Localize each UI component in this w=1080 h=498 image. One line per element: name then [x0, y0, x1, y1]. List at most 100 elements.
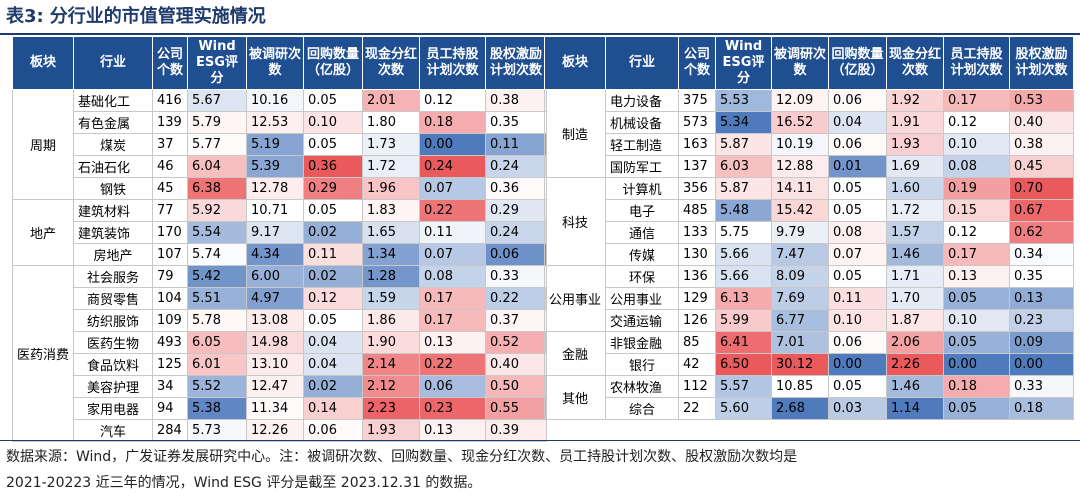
esg-score-cell: 5.99 [715, 309, 773, 332]
dividend-count-cell: 1.59 [362, 287, 421, 310]
dividend-count-cell: 1.57 [886, 221, 945, 244]
table-row: 医药消费 社会服务 79 5.42 6.00 0.02 1.28 0.08 0.33 [11, 265, 548, 442]
company-count-cell: 34 [152, 375, 189, 398]
header-row: 板块 行业 公司个数 Wind ESG评分 被调研次数 回购数量（亿股） 现金分红次数 员工持… [11, 36, 548, 90]
table-row: 国防军工 137 6.03 12.88 0.01 1.69 0.08 0.45 [545, 155, 1075, 178]
esg-score-cell: 5.66 [715, 243, 773, 266]
incentive-count-cell: 0.36 [485, 177, 548, 200]
table-row: 有色金属 139 5.79 12.53 0.10 1.80 0.18 0.35 [13, 111, 548, 134]
esg-score-cell: 6.41 [715, 331, 773, 354]
industry-cell: 家用电器 [73, 397, 154, 420]
buyback-amount-cell: 0.00 [828, 353, 888, 376]
dividend-count-cell: 1.90 [362, 331, 421, 354]
esop-count-cell: 0.22 [419, 353, 487, 376]
industry-cell: 环保 [605, 265, 680, 288]
table-row: 公用事业 环保 136 5.66 8.09 0.05 1.71 0.13 0.35 [543, 265, 1075, 332]
esg-score-cell: 5.92 [187, 199, 248, 222]
table-row: 食品饮料 125 6.01 13.10 0.04 2.14 0.22 0.40 [13, 353, 548, 376]
esop-count-cell: 0.07 [419, 243, 487, 266]
esop-count-cell: 0.18 [419, 111, 487, 134]
table-row: 轻工制造 163 5.87 10.19 0.06 1.93 0.10 0.38 [545, 133, 1075, 156]
footnote-rule [0, 440, 1080, 441]
industry-cell: 电力设备 [605, 89, 680, 112]
esop-count-cell: 0.23 [419, 397, 487, 420]
dividend-count-cell: 1.72 [362, 155, 421, 178]
research-count-cell: 6.00 [246, 265, 305, 288]
dividend-count-cell: 2.26 [886, 353, 945, 376]
esop-count-cell: 0.13 [419, 419, 487, 442]
column-header-esop-count: 员工持股计划次数 [419, 36, 487, 90]
esg-score-cell: 6.03 [715, 155, 773, 178]
esg-score-cell: 5.42 [187, 265, 248, 288]
esop-count-cell: 0.22 [419, 199, 487, 222]
table-row: 商贸零售 104 5.51 4.97 0.12 1.59 0.17 0.22 [13, 287, 548, 310]
incentive-count-cell: 0.52 [485, 331, 548, 354]
industry-cell: 社会服务 [73, 265, 154, 288]
incentive-count-cell: 0.35 [485, 111, 548, 134]
column-header-sector: 板块 [543, 36, 607, 90]
dividend-count-cell: 1.80 [362, 111, 421, 134]
industry-cell: 公用事业 [605, 287, 680, 310]
table-title-label: 表3: [6, 6, 44, 27]
incentive-count-cell: 0.40 [1009, 111, 1075, 134]
buyback-amount-cell: 0.05 [828, 177, 888, 200]
esop-count-cell: 0.10 [943, 133, 1011, 156]
incentive-count-cell: 0.33 [485, 265, 548, 288]
incentive-count-cell: 0.22 [485, 287, 548, 310]
column-header-company-count: 公司个数 [152, 36, 189, 90]
buyback-amount-cell: 0.05 [828, 265, 888, 288]
footnote-line-2: 2021-20223 近三年的情况，Wind ESG 评分是截至 2023.12… [6, 475, 482, 491]
buyback-amount-cell: 0.08 [828, 221, 888, 244]
research-count-cell: 12.53 [246, 111, 305, 134]
industry-cell: 纺织服饰 [73, 309, 154, 332]
research-count-cell: 12.26 [246, 419, 305, 442]
sector-cell: 医药消费 [11, 265, 75, 442]
company-count-cell: 22 [678, 397, 717, 420]
footnote-line-1: 数据来源：Wind，广发证券发展研究中心。注：被调研次数、回购数量、现金分红次数… [6, 449, 798, 465]
incentive-count-cell: 0.38 [1009, 133, 1075, 156]
esg-score-cell: 6.13 [715, 287, 773, 310]
research-count-cell: 15.42 [771, 199, 830, 222]
buyback-amount-cell: 0.06 [828, 89, 888, 112]
incentive-count-cell: 0.39 [485, 419, 548, 442]
table-row: 通信 133 5.75 9.79 0.08 1.57 0.12 0.62 [545, 221, 1075, 244]
incentive-count-cell: 0.37 [485, 309, 548, 332]
sector-cell: 制造 [543, 89, 607, 178]
incentive-count-cell: 0.35 [1009, 265, 1075, 288]
incentive-count-cell: 0.62 [1009, 221, 1075, 244]
research-count-cell: 12.09 [771, 89, 830, 112]
table-row: 其他 农林牧渔 112 5.57 10.85 0.05 1.46 0.18 0.33 [543, 375, 1075, 420]
dividend-count-cell: 1.83 [362, 199, 421, 222]
column-header-dividend-count: 现金分红次数 [886, 36, 945, 90]
incentive-count-cell: 0.23 [1009, 309, 1075, 332]
esg-score-cell: 5.48 [715, 199, 773, 222]
industry-cell: 机械设备 [605, 111, 680, 134]
research-count-cell: 9.17 [246, 221, 305, 244]
buyback-amount-cell: 0.36 [303, 155, 364, 178]
column-header-research-count: 被调研次数 [246, 36, 305, 90]
dividend-count-cell: 1.70 [886, 287, 945, 310]
right-data-table: 板块 行业 公司个数 Wind ESG评分 被调研次数 回购数量（亿股） 现金分红次数 员工持… [543, 36, 1075, 420]
dividend-count-cell: 1.60 [886, 177, 945, 200]
table-row: 公用事业 129 6.13 7.69 0.11 1.70 0.05 0.13 [545, 287, 1075, 310]
company-count-cell: 45 [152, 177, 189, 200]
left-data-table: 板块 行业 公司个数 Wind ESG评分 被调研次数 回购数量（亿股） 现金分红次数 员工持… [11, 36, 548, 442]
esg-score-cell: 5.77 [187, 133, 248, 156]
esop-count-cell: 0.05 [943, 331, 1011, 354]
industry-cell: 美容护理 [73, 375, 154, 398]
dividend-count-cell: 1.93 [886, 133, 945, 156]
table-row: 纺织服饰 109 5.78 13.08 0.05 1.86 0.17 0.37 [13, 309, 548, 332]
industry-cell: 农林牧渔 [605, 375, 680, 398]
table-row: 机械设备 573 5.34 16.52 0.04 1.91 0.12 0.40 [545, 111, 1075, 134]
research-count-cell: 2.68 [771, 397, 830, 420]
buyback-amount-cell: 0.05 [303, 133, 364, 156]
industry-cell: 汽车 [73, 419, 154, 442]
dividend-count-cell: 1.73 [362, 133, 421, 156]
industry-cell: 综合 [605, 397, 680, 420]
esg-score-cell: 5.87 [715, 133, 773, 156]
research-count-cell: 16.52 [771, 111, 830, 134]
company-count-cell: 125 [152, 353, 189, 376]
dividend-count-cell: 2.01 [362, 89, 421, 112]
dividend-count-cell: 2.23 [362, 397, 421, 420]
incentive-count-cell: 0.38 [485, 89, 548, 112]
